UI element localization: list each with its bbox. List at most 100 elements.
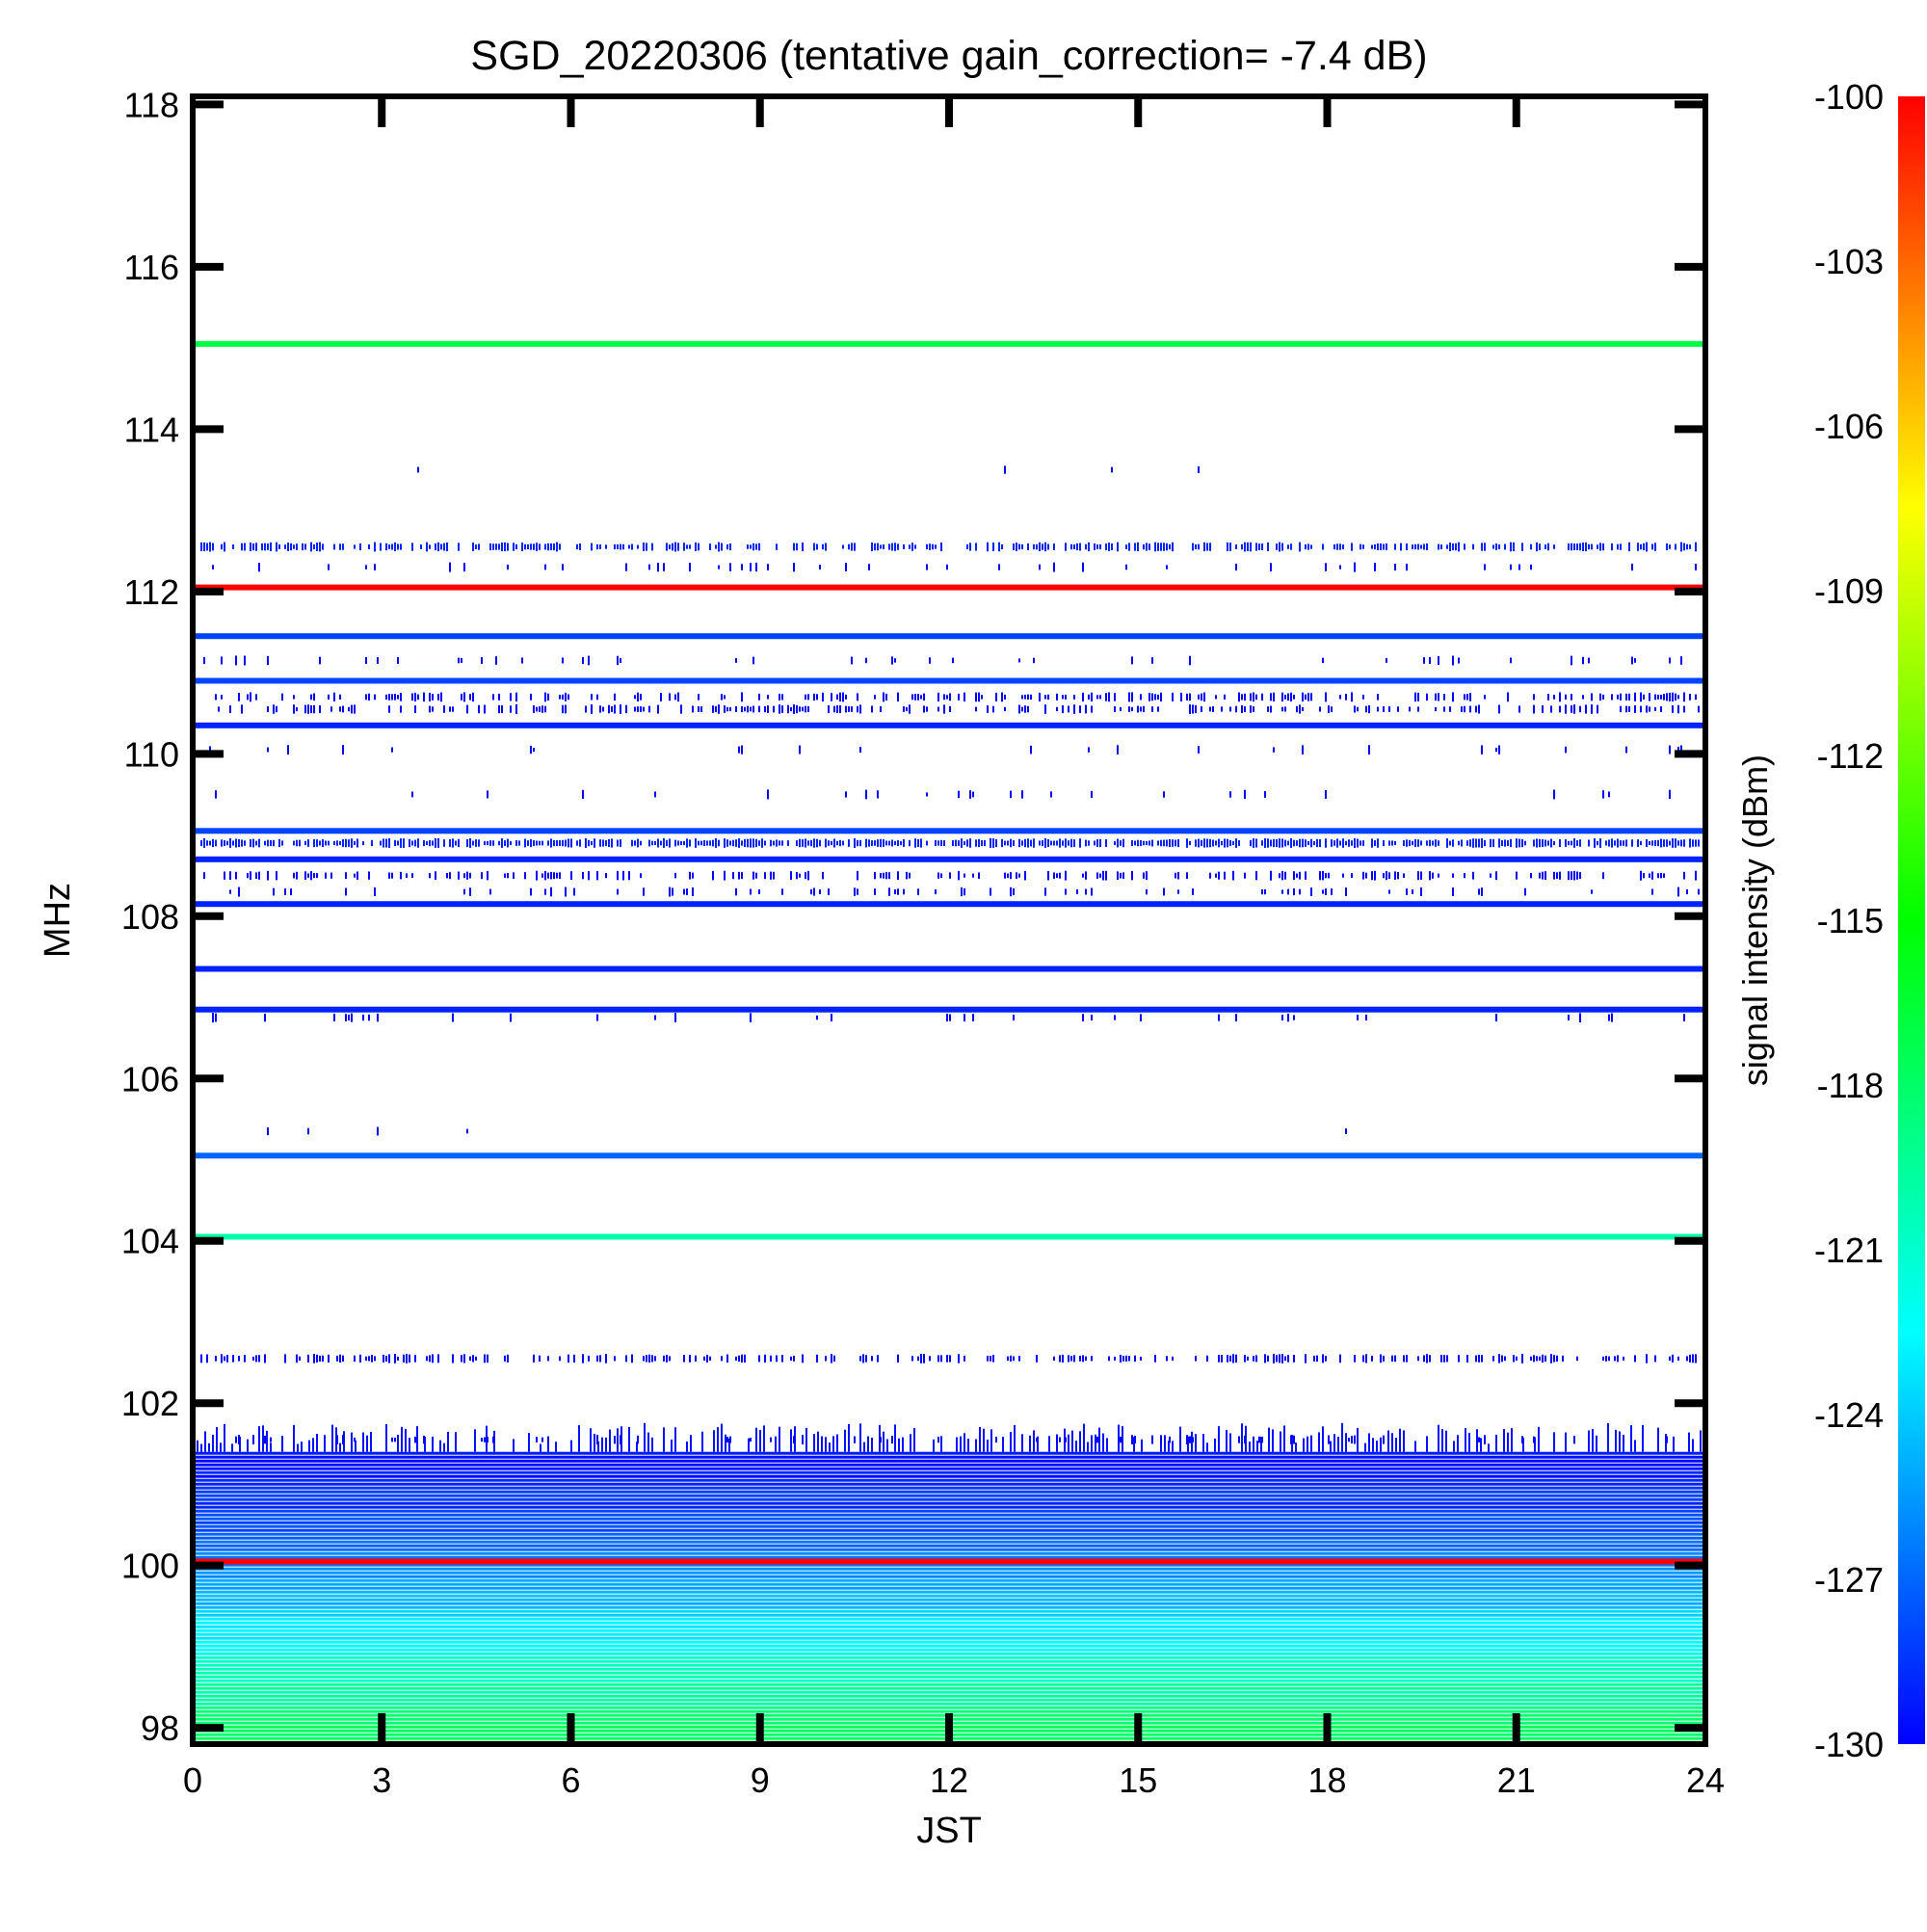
band-segment bbox=[906, 706, 908, 712]
noise-spike bbox=[1179, 1426, 1181, 1452]
band-segment bbox=[562, 694, 564, 700]
band-segment bbox=[591, 694, 593, 701]
band-segment bbox=[1131, 1435, 1133, 1444]
band-segment bbox=[1250, 542, 1252, 552]
band-segment bbox=[203, 542, 205, 552]
noise-spike bbox=[844, 1429, 846, 1452]
band-segment bbox=[914, 544, 916, 549]
band-segment bbox=[504, 873, 506, 878]
noise-row bbox=[193, 1652, 1705, 1655]
band-segment bbox=[1096, 839, 1098, 847]
band-segment bbox=[842, 840, 844, 846]
band-segment bbox=[883, 872, 884, 879]
band-segment bbox=[313, 544, 315, 550]
band-segment bbox=[1305, 839, 1307, 847]
noise-spike bbox=[351, 1432, 353, 1452]
band-segment bbox=[452, 1354, 454, 1363]
noise-spike bbox=[728, 1438, 730, 1452]
band-segment bbox=[1203, 692, 1205, 702]
band-segment bbox=[435, 543, 436, 551]
band-segment bbox=[1602, 872, 1604, 880]
band-segment bbox=[874, 543, 876, 551]
band-segment bbox=[631, 543, 633, 550]
band-segment bbox=[1160, 692, 1162, 701]
noise-row bbox=[193, 1463, 1705, 1467]
band-segment bbox=[296, 1354, 298, 1363]
band-segment bbox=[1279, 838, 1280, 848]
band-segment bbox=[1660, 706, 1662, 712]
band-segment bbox=[1209, 543, 1211, 551]
band-segment bbox=[536, 706, 538, 712]
band-segment bbox=[1495, 1014, 1497, 1022]
band-segment bbox=[842, 544, 844, 549]
noise-row bbox=[193, 1536, 1705, 1540]
band-segment bbox=[1021, 706, 1023, 712]
band-segment bbox=[1689, 1354, 1691, 1363]
band-segment bbox=[1070, 543, 1072, 550]
noise-spike bbox=[385, 1424, 387, 1452]
band-segment bbox=[914, 838, 916, 848]
band-segment bbox=[281, 693, 283, 701]
band-segment bbox=[565, 704, 567, 714]
band-segment bbox=[1365, 1015, 1367, 1021]
band-segment bbox=[218, 706, 220, 712]
noise-spike bbox=[829, 1442, 831, 1452]
band-segment bbox=[573, 1354, 575, 1363]
band-segment bbox=[258, 838, 260, 848]
band-segment bbox=[400, 705, 402, 713]
band-segment bbox=[1452, 543, 1454, 551]
band-segment bbox=[1131, 839, 1133, 847]
noise-spike bbox=[270, 1442, 272, 1452]
band-segment bbox=[229, 871, 231, 880]
band-segment bbox=[747, 705, 749, 713]
band-segment bbox=[1322, 657, 1324, 664]
noise-spike bbox=[779, 1426, 780, 1452]
noise-spike bbox=[871, 1438, 873, 1452]
band-segment bbox=[920, 695, 922, 700]
band-segment bbox=[319, 1355, 321, 1362]
band-segment bbox=[1683, 1014, 1685, 1021]
band-segment bbox=[752, 871, 754, 880]
band-segment bbox=[515, 692, 517, 701]
band-segment bbox=[423, 839, 425, 847]
band-segment bbox=[1082, 562, 1084, 572]
band-segment bbox=[1533, 1436, 1535, 1443]
band-segment bbox=[1498, 838, 1500, 848]
band-segment bbox=[1198, 465, 1200, 473]
band-segment bbox=[562, 704, 564, 714]
band-segment bbox=[1235, 564, 1237, 571]
band-segment bbox=[1079, 838, 1081, 848]
band-segment bbox=[669, 887, 671, 897]
band-segment bbox=[313, 693, 315, 701]
band-segment bbox=[770, 871, 772, 880]
band-segment bbox=[1281, 889, 1283, 894]
band-segment bbox=[539, 543, 541, 550]
broadband-noise-region bbox=[193, 1422, 1705, 1744]
band-segment bbox=[1348, 839, 1350, 847]
band-segment bbox=[825, 1356, 827, 1362]
noise-spike bbox=[1079, 1431, 1081, 1452]
band-segment bbox=[1412, 544, 1413, 549]
band-segment bbox=[348, 839, 350, 847]
band-segment bbox=[255, 1355, 257, 1363]
band-segment bbox=[1533, 1355, 1535, 1363]
noise-spike bbox=[863, 1442, 865, 1452]
band-segment bbox=[752, 838, 754, 848]
band-segment bbox=[744, 706, 746, 712]
band-segment bbox=[617, 544, 619, 549]
noise-spike bbox=[1376, 1441, 1378, 1452]
band-segment bbox=[244, 655, 246, 666]
band-segment bbox=[605, 873, 607, 879]
band-segment bbox=[1279, 1354, 1280, 1363]
band-segment bbox=[987, 542, 989, 552]
band-segment bbox=[478, 543, 480, 550]
band-segment bbox=[799, 745, 801, 754]
band-segment bbox=[406, 1354, 408, 1363]
band-segment bbox=[857, 839, 858, 847]
band-segment bbox=[250, 839, 251, 847]
y-tick-label: 98 bbox=[141, 1708, 179, 1748]
band-segment bbox=[1490, 873, 1491, 878]
band-segment bbox=[1209, 838, 1211, 848]
band-segment bbox=[1611, 694, 1613, 701]
